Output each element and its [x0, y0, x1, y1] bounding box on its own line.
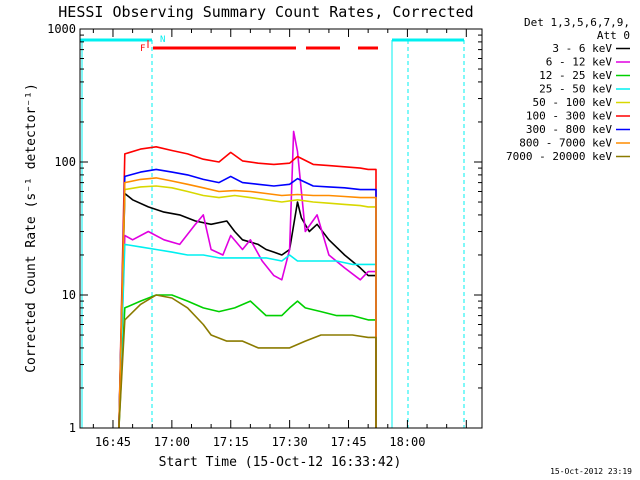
plot-frame: [79, 28, 483, 429]
x-axis-label: Start Time (15-Oct-12 16:33:42): [159, 455, 402, 470]
y-axis: Corrected Count Rate (s⁻¹ detector⁻¹) 1 1…: [24, 22, 76, 435]
legend-entry-label: 800 - 7000 keV: [519, 137, 612, 150]
legend-entry-label: 12 - 25 keV: [539, 69, 612, 82]
x-axis: Start Time (15-Oct-12 16:33:42) 16:45 17:…: [95, 435, 426, 470]
x-tick-label: 17:00: [154, 435, 190, 449]
series-line-1: [118, 130, 377, 429]
y-tick-label: 100: [54, 155, 76, 169]
legend-entry-label: 100 - 300 keV: [526, 110, 612, 123]
flag-f-label: F: [140, 44, 145, 54]
y-axis-label: Corrected Count Rate (s⁻¹ detector⁻¹): [24, 83, 39, 373]
series-lines: [118, 130, 377, 429]
y-tick-label: 10: [62, 288, 76, 302]
legend-entry-label: 25 - 50 keV: [539, 83, 612, 96]
y-tick-label: 1: [69, 421, 76, 435]
series-line-7: [118, 177, 377, 429]
legend-header-1: Det 1,3,5,6,7,9,: [524, 16, 630, 29]
x-tick-label: 17:15: [213, 435, 249, 449]
plot-border: [79, 28, 483, 429]
series-line-6: [118, 168, 377, 429]
legend-header-2: Att 0: [597, 29, 630, 42]
x-tick-label: 16:45: [95, 435, 131, 449]
observing-flags: [80, 38, 465, 428]
series-line-4: [118, 185, 377, 429]
timestamp: 15-Oct-2012 23:19: [550, 467, 632, 476]
series-line-2: [118, 294, 377, 429]
series-line-3: [118, 243, 377, 429]
chart-title: HESSI Observing Summary Count Rates, Cor…: [58, 3, 473, 21]
x-tick-label: 17:45: [330, 435, 366, 449]
x-tick-label: 17:30: [272, 435, 308, 449]
legend-entry-label: 6 - 12 keV: [546, 56, 613, 69]
legend-entry-label: 3 - 6 keV: [552, 42, 612, 55]
flag-n-label: N: [160, 35, 165, 45]
legend-entry-label: 300 - 800 keV: [526, 123, 612, 136]
legend-entry-label: 7000 - 20000 keV: [506, 150, 612, 163]
series-line-0: [118, 192, 377, 429]
y-tick-label: 1000: [47, 22, 76, 36]
series-line-5: [118, 146, 377, 429]
series-line-8: [118, 294, 377, 429]
legend-entry-label: 50 - 100 keV: [533, 96, 613, 109]
x-tick-label: 18:00: [389, 435, 425, 449]
plot-area: [79, 28, 483, 429]
